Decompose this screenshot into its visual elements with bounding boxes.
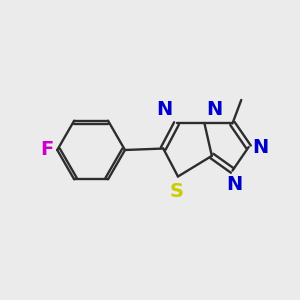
Text: N: N — [252, 138, 268, 157]
Text: S: S — [169, 182, 184, 201]
Text: F: F — [40, 140, 54, 160]
Text: N: N — [157, 100, 173, 119]
Text: N: N — [226, 175, 242, 194]
Text: N: N — [206, 100, 222, 119]
